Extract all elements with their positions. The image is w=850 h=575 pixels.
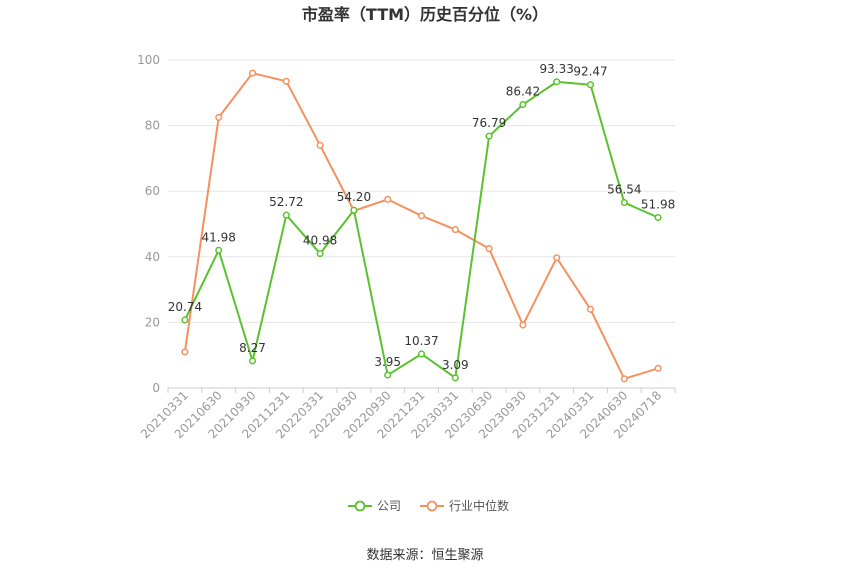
data-point: [519, 100, 527, 109]
y-tick-label: 0: [152, 381, 160, 395]
chart-title: 市盈率（TTM）历史百分位（%）: [302, 5, 548, 24]
data-label: 40.98: [303, 234, 337, 248]
data-point: [282, 211, 290, 219]
y-tick-label: 40: [145, 250, 160, 264]
data-point: [654, 213, 662, 222]
data-point: [620, 198, 628, 207]
data-point: [586, 305, 595, 313]
data-label: 76.79: [472, 116, 506, 130]
data-label: 20.74: [168, 300, 202, 314]
data-point: [485, 245, 493, 253]
data-label: 92.47: [573, 65, 607, 79]
data-point: [316, 141, 324, 149]
series-line-1: [183, 72, 659, 380]
grid-lines: [168, 59, 675, 323]
source-note: 数据来源：恒生聚源: [366, 548, 483, 563]
y-tick-label: 80: [145, 119, 160, 133]
legend[interactable]: 公司 行业中位数: [348, 498, 509, 513]
data-label: 41.98: [202, 230, 236, 244]
data-point: [519, 321, 527, 329]
y-tick-label: 100: [137, 53, 160, 67]
legend-swatch-marker: [426, 500, 438, 512]
data-point: [215, 246, 223, 254]
data-point: [553, 254, 561, 262]
data-label: 54.20: [337, 190, 371, 204]
data-label: 52.72: [269, 195, 303, 209]
data-point: [451, 374, 459, 382]
data-point: [553, 78, 561, 86]
data-label: 51.98: [641, 198, 675, 212]
series-group: [181, 69, 662, 383]
data-point: [654, 364, 662, 372]
data-point: [384, 371, 392, 379]
data-point: [248, 69, 257, 77]
data-point: [586, 81, 595, 89]
data-label: 86.42: [506, 85, 540, 99]
data-point: [620, 375, 628, 383]
data-label: 93.33: [540, 62, 574, 76]
data-point: [316, 250, 324, 258]
data-point: [384, 195, 392, 203]
data-label: 3.95: [374, 355, 401, 369]
legend-swatch-marker: [354, 500, 366, 512]
data-label: 10.37: [404, 334, 438, 348]
legend-label: 公司: [377, 499, 401, 513]
x-axis: 2021033120210630202109302021123120220331…: [138, 387, 676, 441]
y-tick-label: 60: [145, 184, 160, 198]
data-point: [181, 348, 189, 356]
data-point: [350, 206, 358, 214]
data-label: 3.09: [442, 358, 469, 372]
data-point: [215, 113, 223, 121]
data-label: 8.27: [239, 341, 266, 355]
data-point: [417, 350, 426, 358]
data-point: [181, 316, 189, 324]
data-point: [282, 77, 290, 85]
data-label: 56.54: [607, 183, 641, 197]
data-point: [417, 212, 426, 220]
y-axis: 0 20 40 60 80 100: [137, 53, 160, 395]
y-tick-label: 20: [145, 315, 160, 329]
data-point: [485, 132, 493, 140]
data-point: [451, 226, 459, 234]
data-point: [248, 357, 257, 365]
legend-label: 行业中位数: [449, 498, 509, 513]
